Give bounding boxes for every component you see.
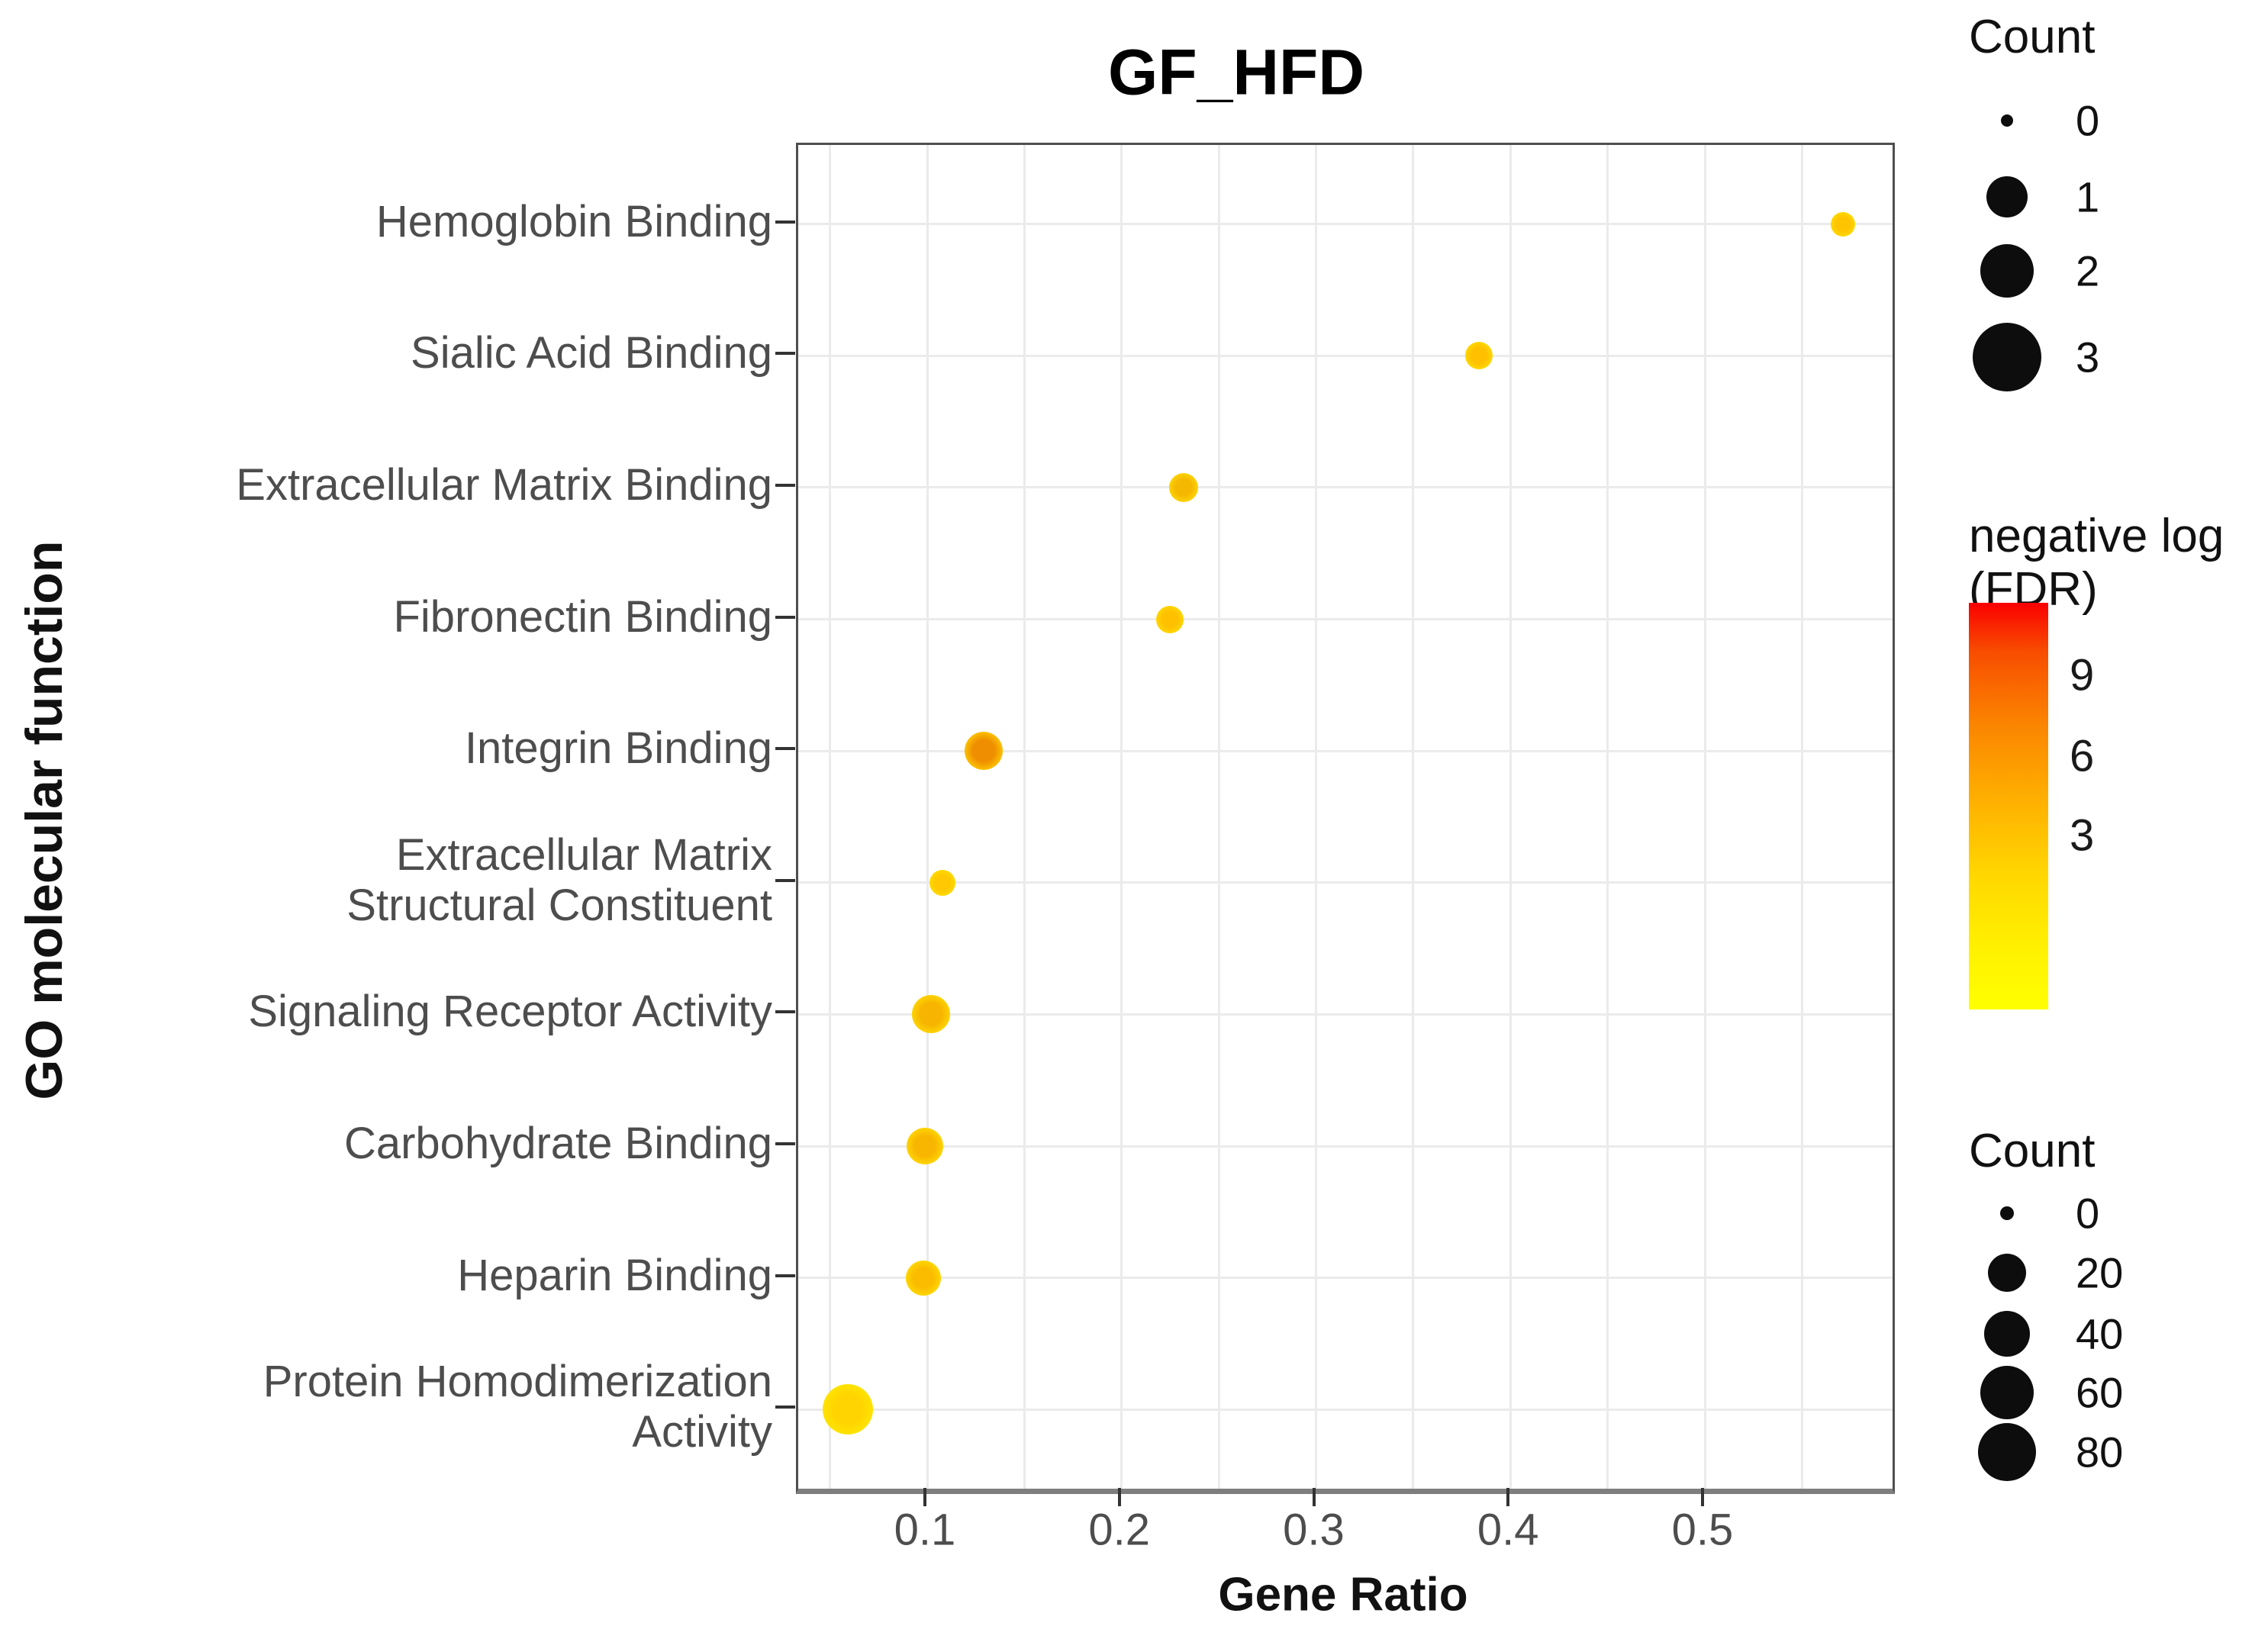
legend-size-label: 40 xyxy=(2076,1309,2124,1358)
gridline-horizontal xyxy=(798,1013,1893,1016)
fdr-colorbar-tick-label: 9 xyxy=(2070,650,2095,700)
gridline-horizontal xyxy=(798,1408,1893,1411)
gridline-horizontal xyxy=(798,749,1893,752)
x-tick-label: 0.5 xyxy=(1671,1505,1734,1555)
x-axis-title: Gene Ratio xyxy=(1218,1568,1468,1621)
fdr-colorbar-tick-label: 3 xyxy=(2070,810,2095,861)
gridline-horizontal xyxy=(798,486,1893,489)
gridline-vertical xyxy=(1023,145,1026,1489)
gridline-horizontal xyxy=(798,354,1893,357)
x-tick-label: 0.3 xyxy=(1283,1505,1345,1555)
y-tick-mark xyxy=(775,747,795,751)
legend-size-dot xyxy=(2001,114,2013,127)
y-tick-label: Integrin Binding xyxy=(464,723,772,774)
gridline-horizontal xyxy=(798,618,1893,621)
y-tick-label: Heparin Binding xyxy=(457,1250,772,1300)
legend-size-dot xyxy=(2000,1206,2014,1220)
y-axis-title: GO molecular function xyxy=(15,540,73,1100)
y-tick-label: Protein Homodimerization Activity xyxy=(263,1357,772,1457)
data-point-heparin-binding xyxy=(905,1260,941,1296)
gridline-vertical xyxy=(829,145,832,1489)
legend-size-label: 0 xyxy=(2076,96,2100,145)
y-tick-mark xyxy=(775,878,795,882)
y-tick-mark xyxy=(775,615,795,619)
fdr-colorbar xyxy=(1969,603,2048,1009)
y-tick-mark xyxy=(775,1142,795,1146)
gridline-vertical xyxy=(1315,145,1317,1489)
x-tick-label: 0.4 xyxy=(1477,1505,1539,1555)
gridline-vertical xyxy=(1800,145,1803,1489)
legend-size-label: 80 xyxy=(2076,1428,2124,1476)
data-point-protein-homodimerization-activity xyxy=(822,1384,873,1435)
y-tick-mark xyxy=(775,220,795,224)
gridline-vertical xyxy=(1120,145,1123,1489)
data-point-integrin-binding xyxy=(964,732,1003,771)
gridline-horizontal xyxy=(798,223,1893,226)
legend-size-label: 60 xyxy=(2076,1368,2124,1417)
legend-size-dot xyxy=(1973,323,2041,391)
legend-size-dot xyxy=(1984,1311,2030,1357)
gridline-horizontal xyxy=(798,881,1893,884)
legend-size-label: 3 xyxy=(2076,333,2100,382)
y-tick-label: Signaling Receptor Activity xyxy=(248,987,772,1037)
legend-fdr-title: negative log (FDR) xyxy=(1969,510,2225,616)
x-tick-mark xyxy=(1506,1488,1510,1506)
data-point-extracellular-matrix-structural-constituent xyxy=(929,869,956,896)
y-tick-label: Fibronectin Binding xyxy=(393,591,772,642)
gridline-vertical xyxy=(1606,145,1609,1489)
x-tick-mark xyxy=(1312,1488,1316,1506)
y-tick-label: Hemoglobin Binding xyxy=(375,196,772,246)
plot-title: GF_HFD xyxy=(1108,36,1364,108)
legend-size-dot xyxy=(1980,244,2034,298)
legend-size-label: 0 xyxy=(2076,1189,2100,1238)
x-tick-mark xyxy=(923,1488,926,1506)
gridline-vertical xyxy=(1509,145,1512,1489)
y-tick-mark xyxy=(775,352,795,356)
legend-size-dot xyxy=(1980,1366,2034,1419)
gridline-vertical xyxy=(1217,145,1220,1489)
legend-size-dot xyxy=(1978,1423,2036,1481)
gridline-horizontal xyxy=(798,1145,1893,1148)
data-point-extracellular-matrix-binding xyxy=(1169,472,1199,502)
data-point-fibronectin-binding xyxy=(1156,605,1184,633)
data-point-hemoglobin-binding xyxy=(1830,211,1855,237)
legend-size-label: 20 xyxy=(2076,1248,2124,1297)
data-point-sialic-acid-binding xyxy=(1465,342,1493,370)
y-tick-label: Extracellular Matrix Structural Constitue… xyxy=(346,829,772,930)
data-point-carbohydrate-binding xyxy=(907,1128,944,1165)
x-tick-mark xyxy=(1117,1488,1121,1506)
y-tick-mark xyxy=(775,1406,795,1409)
x-tick-mark xyxy=(1701,1488,1704,1506)
y-tick-label: Carbohydrate Binding xyxy=(343,1119,772,1169)
legend-size-label: 1 xyxy=(2076,172,2100,221)
fdr-colorbar-tick-label: 6 xyxy=(2070,731,2095,781)
legend-count-bottom-title: Count xyxy=(1969,1125,2096,1177)
plot-panel xyxy=(796,143,1895,1494)
legend-size-label: 2 xyxy=(2076,246,2100,295)
y-tick-label: Extracellular Matrix Binding xyxy=(236,459,772,510)
legend-size-dot xyxy=(1988,1254,2026,1292)
gridline-vertical xyxy=(1412,145,1415,1489)
x-tick-label: 0.1 xyxy=(894,1505,956,1555)
legend-count-top-title: Count xyxy=(1969,11,2096,63)
gridline-vertical xyxy=(1703,145,1706,1489)
data-point-signaling-receptor-activity xyxy=(912,995,951,1034)
y-tick-label: Sialic Acid Binding xyxy=(411,328,772,378)
legend-size-dot xyxy=(1986,176,2028,217)
y-tick-mark xyxy=(775,1010,795,1014)
y-tick-mark xyxy=(775,483,795,487)
gridline-vertical xyxy=(926,145,929,1489)
y-tick-mark xyxy=(775,1274,795,1277)
gridline-horizontal xyxy=(798,1277,1893,1280)
x-tick-label: 0.2 xyxy=(1088,1505,1151,1555)
